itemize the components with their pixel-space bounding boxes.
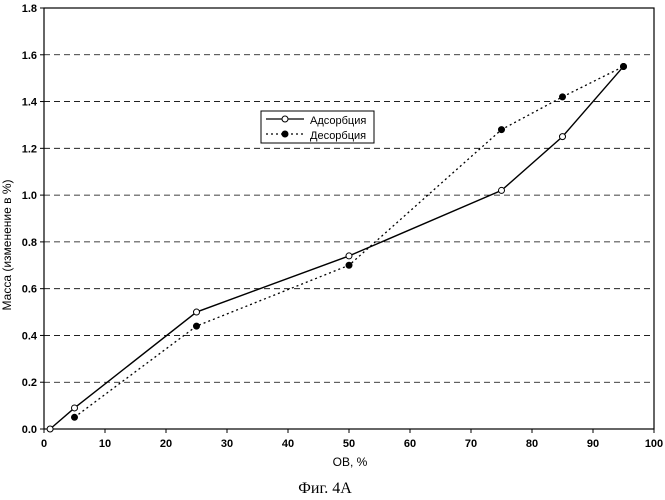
y-tick-label: 0.2: [22, 377, 37, 389]
y-tick-label: 1.0: [22, 190, 37, 202]
data-point-adsorption: [499, 187, 505, 193]
y-tick-labels: 0.0 0.2 0.4 0.6 0.8 1.0 1.2 1.4 1.6 1.8: [22, 3, 38, 436]
plot-frame: [44, 8, 654, 429]
y-tick-label: 0.0: [22, 424, 37, 436]
x-tick-label: 90: [587, 438, 599, 450]
y-tick-label: 1.6: [22, 50, 37, 62]
y-tick-label: 0.4: [22, 330, 38, 342]
x-axis-label: OB, %: [333, 455, 368, 469]
data-point-adsorption: [72, 405, 78, 411]
legend: Адсорбция Десорбция: [261, 111, 374, 143]
x-tick-label: 30: [221, 438, 233, 450]
y-tick-label: 0.6: [22, 284, 37, 296]
legend-label-desorption: Десорбция: [310, 130, 366, 142]
data-point-desorption: [621, 63, 627, 69]
x-tick-label: 50: [343, 438, 355, 450]
x-tick-label: 60: [404, 438, 416, 450]
x-tick-label: 70: [465, 438, 477, 450]
y-tick-label: 1.4: [22, 97, 38, 109]
x-tick-label: 80: [526, 438, 538, 450]
y-tick-label: 1.8: [22, 3, 37, 15]
legend-label-adsorption: Адсорбция: [310, 115, 366, 127]
data-point-desorption: [72, 414, 78, 420]
data-point-desorption: [346, 262, 352, 268]
y-tick-label: 1.2: [22, 143, 37, 155]
x-tick-label: 10: [99, 438, 111, 450]
x-tick-labels: 0 10 20 30 40 50 60 70 80 90 100: [41, 438, 663, 450]
x-tick-label: 0: [41, 438, 47, 450]
legend-swatch-marker: [282, 116, 288, 122]
figure-caption: Фиг. 4A: [298, 480, 352, 497]
data-point-desorption: [194, 323, 200, 329]
data-point-desorption: [560, 94, 566, 100]
data-point-adsorption: [346, 253, 352, 259]
data-point-adsorption: [560, 134, 566, 140]
x-tick-label: 100: [645, 438, 663, 450]
data-point-adsorption: [47, 426, 53, 432]
legend-swatch-marker: [282, 131, 288, 137]
y-axis-label: Масса (изменение в %): [0, 180, 14, 311]
y-tick-label: 0.8: [22, 237, 37, 249]
x-tick-label: 40: [282, 438, 294, 450]
data-point-adsorption: [194, 309, 200, 315]
data-point-desorption: [499, 127, 505, 133]
x-tick-label: 20: [160, 438, 172, 450]
grid-lines: [44, 8, 654, 382]
axes: [40, 8, 654, 433]
